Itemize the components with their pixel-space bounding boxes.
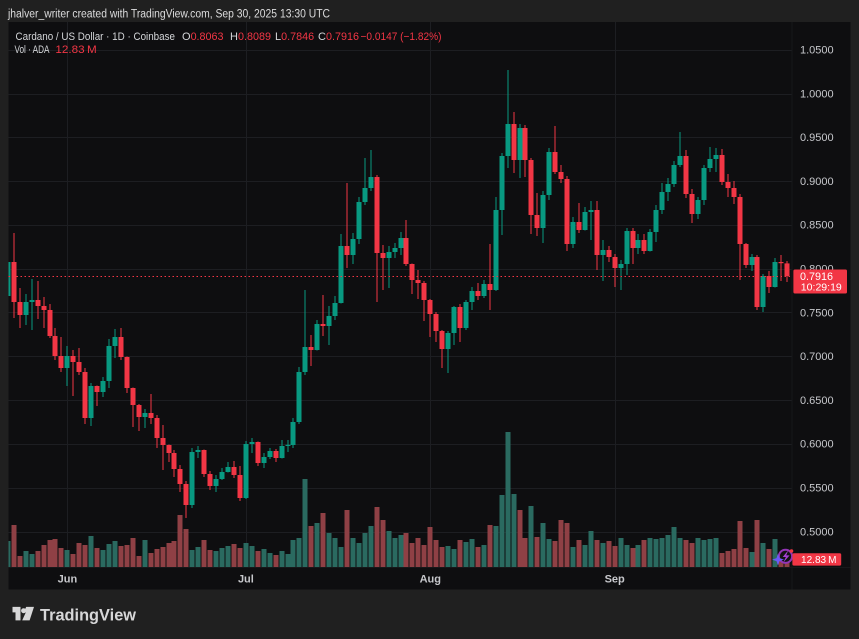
svg-text:TradingView: TradingView bbox=[40, 606, 137, 625]
svg-text:0.7916: 0.7916 bbox=[800, 271, 833, 283]
svg-text:0.6000: 0.6000 bbox=[800, 439, 834, 451]
svg-text:0.7000: 0.7000 bbox=[800, 351, 834, 363]
svg-text:1.0500: 1.0500 bbox=[800, 45, 834, 57]
svg-text:0.8500: 0.8500 bbox=[800, 220, 834, 232]
svg-text:H0.8089: H0.8089 bbox=[230, 31, 271, 43]
svg-text:Aug: Aug bbox=[420, 574, 441, 586]
svg-text:12.83 M: 12.83 M bbox=[801, 555, 837, 566]
svg-text:jhalver_writer created with Tr: jhalver_writer created with TradingView.… bbox=[7, 9, 330, 21]
svg-text:Cardano / US Dollar · 1D · Coi: Cardano / US Dollar · 1D · Coinbase bbox=[16, 31, 176, 43]
svg-text:12.83 M: 12.83 M bbox=[55, 44, 96, 56]
svg-text:0.6500: 0.6500 bbox=[800, 395, 834, 407]
svg-text:Jun: Jun bbox=[58, 574, 78, 586]
svg-text:Jul: Jul bbox=[238, 574, 254, 586]
svg-text:0.5500: 0.5500 bbox=[800, 483, 834, 495]
svg-text:1.0000: 1.0000 bbox=[800, 88, 834, 100]
svg-text:L0.7846: L0.7846 bbox=[275, 31, 314, 43]
svg-text:O0.8063: O0.8063 bbox=[182, 31, 224, 43]
svg-text:Sep: Sep bbox=[605, 574, 625, 586]
svg-text:0.9500: 0.9500 bbox=[800, 132, 834, 144]
svg-text:C0.7916: C0.7916 bbox=[318, 31, 359, 43]
svg-text:0.9000: 0.9000 bbox=[800, 176, 834, 188]
svg-text:−0.0147 (−1.82%): −0.0147 (−1.82%) bbox=[361, 31, 442, 43]
svg-text:10:29:19: 10:29:19 bbox=[801, 281, 842, 293]
svg-text:Vol · ADA: Vol · ADA bbox=[15, 44, 50, 56]
svg-text:0.5000: 0.5000 bbox=[800, 526, 834, 538]
svg-text:0.7500: 0.7500 bbox=[800, 307, 834, 319]
